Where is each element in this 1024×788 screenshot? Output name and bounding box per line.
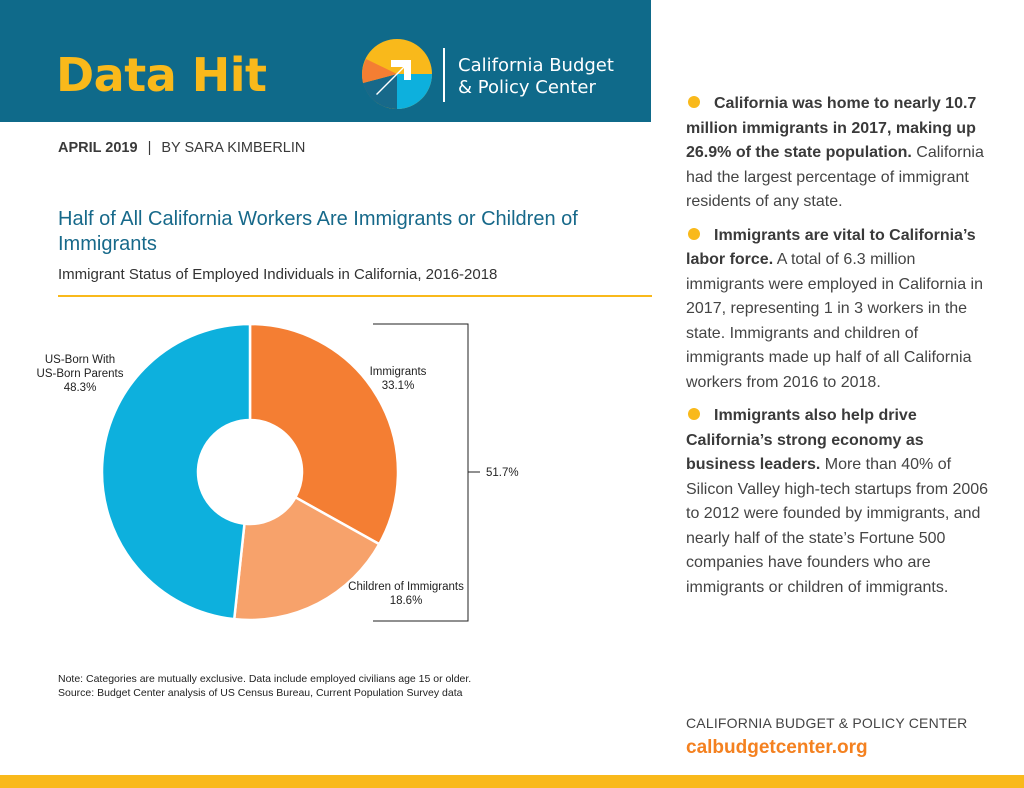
byline-separator: | (147, 140, 152, 156)
title-rule (58, 295, 652, 297)
fact-body: A total of 6.3 million immigrants were e… (686, 251, 984, 391)
donut-slice-us-born-with-us-born-parents (100, 322, 252, 621)
footer-org-name: CALIFORNIA BUDGET & POLICY CENTER (686, 715, 968, 731)
slice-label: US-Born With US-Born Parents 48.3% (37, 354, 124, 394)
chart-note: Note: Categories are mutually exclusive.… (58, 672, 471, 700)
fact-paragraph: California was home to nearly 10.7 milli… (686, 92, 996, 215)
key-facts: California was home to nearly 10.7 milli… (686, 92, 996, 609)
footer-website-link[interactable]: calbudgetcenter.org (686, 737, 868, 758)
chart-title: Half of All California Workers Are Immig… (58, 208, 578, 255)
byline: APRIL 2019 | BY SARA KIMBERLIN (58, 140, 305, 156)
logo-divider (443, 48, 445, 102)
donut-slice-children-of-immigrants (232, 495, 381, 622)
org-name-line2: & Policy Center (458, 77, 596, 98)
org-logo-text: California Budget & Policy Center (458, 55, 614, 99)
page-title: Data Hit (56, 48, 267, 102)
note-line: Note: Categories are mutually exclusive.… (58, 673, 472, 685)
arrow-circle-logo-icon (362, 39, 432, 109)
org-name-line1: California Budget (458, 55, 614, 76)
fact-paragraph: Immigrants also help drive California’s … (686, 404, 996, 600)
fact-paragraph: Immigrants are vital to California’s lab… (686, 224, 996, 396)
fact-lead: Immigrants also help drive California’s … (686, 407, 924, 473)
donut-chart: Immigrants 33.1% Children of Immigrants 18.… (37, 322, 519, 622)
yellow-dot-bullet-icon (688, 227, 700, 240)
slice-label: Children of Immigrants 18.6% (348, 581, 464, 607)
yellow-dot-bullet-icon (688, 96, 700, 108)
donut-slice-immigrants (248, 322, 400, 546)
bottom-band (0, 775, 1024, 788)
fact-lead: Immigrants are vital to California’s lab… (686, 226, 976, 269)
publication-date: APRIL 2019 (58, 140, 138, 156)
fact-body: More than 40% of Silicon Valley high-tec… (686, 456, 989, 596)
author: BY SARA KIMBERLIN (161, 140, 306, 156)
source-line: Source: Budget Center analysis of US Cen… (58, 687, 463, 699)
header-band (0, 0, 651, 122)
chart-subtitle: Immigrant Status of Employed Individuals… (58, 266, 498, 283)
yellow-dot-bullet-icon (688, 408, 700, 420)
combined-share-bracket (373, 323, 480, 622)
slice-label: Immigrants 33.1% (370, 366, 427, 392)
combined-share-label: 51.7% (486, 467, 519, 479)
fact-body: California had the largest percentage of… (686, 144, 984, 210)
fact-lead: California was home to nearly 10.7 milli… (686, 95, 977, 161)
